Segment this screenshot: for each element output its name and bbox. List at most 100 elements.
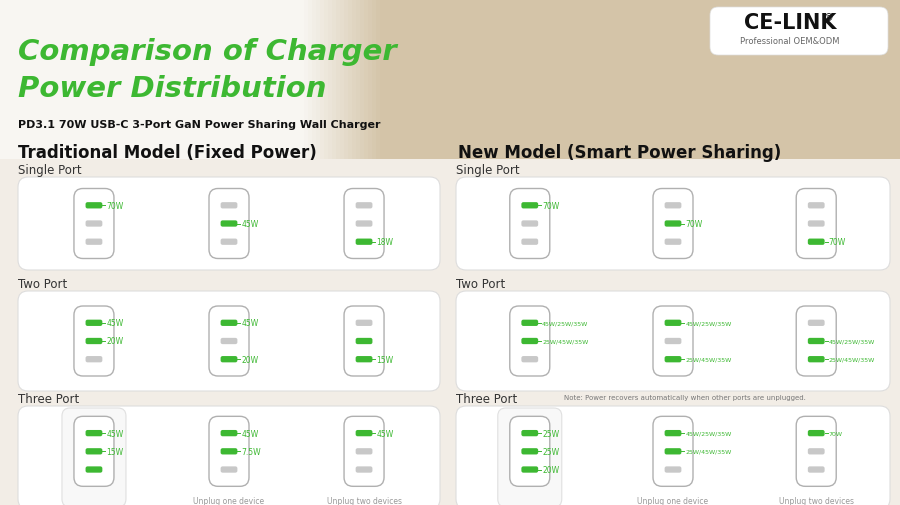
FancyBboxPatch shape	[86, 239, 103, 245]
FancyBboxPatch shape	[664, 467, 681, 473]
FancyBboxPatch shape	[86, 430, 103, 436]
FancyBboxPatch shape	[653, 307, 693, 376]
FancyBboxPatch shape	[376, 0, 380, 160]
FancyBboxPatch shape	[368, 0, 372, 160]
FancyBboxPatch shape	[320, 0, 324, 160]
FancyBboxPatch shape	[509, 307, 550, 376]
FancyBboxPatch shape	[74, 307, 114, 376]
FancyBboxPatch shape	[456, 291, 890, 391]
FancyBboxPatch shape	[664, 338, 681, 344]
FancyBboxPatch shape	[808, 221, 824, 227]
Text: 70W: 70W	[542, 201, 560, 211]
Text: 70W: 70W	[829, 238, 846, 247]
FancyBboxPatch shape	[220, 320, 238, 326]
FancyBboxPatch shape	[710, 8, 888, 56]
FancyBboxPatch shape	[509, 189, 550, 259]
FancyBboxPatch shape	[509, 417, 550, 486]
Text: Unplug two devices: Unplug two devices	[327, 496, 401, 505]
FancyBboxPatch shape	[74, 189, 114, 259]
FancyBboxPatch shape	[796, 417, 836, 486]
Text: 70W: 70W	[829, 431, 842, 436]
FancyBboxPatch shape	[808, 239, 824, 245]
FancyBboxPatch shape	[324, 0, 328, 160]
Text: New Model (Smart Power Sharing): New Model (Smart Power Sharing)	[458, 144, 781, 162]
FancyBboxPatch shape	[220, 357, 238, 363]
Text: 45W: 45W	[241, 319, 258, 328]
Text: 45W/25W/35W: 45W/25W/35W	[829, 339, 875, 344]
FancyBboxPatch shape	[62, 408, 126, 505]
FancyBboxPatch shape	[312, 0, 316, 160]
FancyBboxPatch shape	[344, 307, 384, 376]
Text: 45W: 45W	[241, 429, 258, 438]
Text: 25W/45W/35W: 25W/45W/35W	[829, 357, 875, 362]
FancyBboxPatch shape	[356, 320, 373, 326]
FancyBboxPatch shape	[360, 0, 364, 160]
FancyBboxPatch shape	[220, 203, 238, 209]
Text: 45W: 45W	[106, 319, 123, 328]
FancyBboxPatch shape	[86, 448, 103, 454]
FancyBboxPatch shape	[521, 430, 538, 436]
Text: Three Port: Three Port	[456, 392, 518, 405]
Text: 20W: 20W	[106, 337, 123, 346]
FancyBboxPatch shape	[18, 406, 440, 505]
Text: 45W/25W/35W: 45W/25W/35W	[686, 431, 732, 436]
FancyBboxPatch shape	[356, 239, 373, 245]
FancyBboxPatch shape	[344, 417, 384, 486]
FancyBboxPatch shape	[86, 357, 103, 363]
FancyBboxPatch shape	[521, 239, 538, 245]
FancyBboxPatch shape	[356, 203, 373, 209]
Text: Two Port: Two Port	[456, 277, 505, 290]
FancyBboxPatch shape	[209, 307, 249, 376]
FancyBboxPatch shape	[328, 0, 332, 160]
FancyBboxPatch shape	[664, 448, 681, 454]
FancyBboxPatch shape	[86, 221, 103, 227]
FancyBboxPatch shape	[18, 178, 440, 271]
Text: CE-LINK: CE-LINK	[743, 13, 836, 33]
Text: 15W: 15W	[106, 447, 123, 456]
FancyBboxPatch shape	[356, 0, 360, 160]
FancyBboxPatch shape	[316, 0, 320, 160]
Text: 25W/45W/35W: 25W/45W/35W	[542, 339, 589, 344]
Text: Note: Power recovers automatically when other ports are unplugged.: Note: Power recovers automatically when …	[564, 394, 806, 400]
Text: Single Port: Single Port	[456, 164, 519, 177]
Text: 25W: 25W	[542, 447, 559, 456]
FancyBboxPatch shape	[498, 408, 562, 505]
FancyBboxPatch shape	[356, 430, 373, 436]
FancyBboxPatch shape	[356, 221, 373, 227]
FancyBboxPatch shape	[364, 0, 368, 160]
FancyBboxPatch shape	[808, 320, 824, 326]
FancyBboxPatch shape	[0, 160, 900, 505]
FancyBboxPatch shape	[664, 430, 681, 436]
Text: Two Port: Two Port	[18, 277, 68, 290]
FancyBboxPatch shape	[209, 417, 249, 486]
Text: Power Distribution: Power Distribution	[18, 75, 327, 103]
FancyBboxPatch shape	[356, 357, 373, 363]
Text: Unplug two devices: Unplug two devices	[778, 496, 854, 505]
FancyBboxPatch shape	[304, 0, 308, 160]
FancyBboxPatch shape	[372, 0, 376, 160]
FancyBboxPatch shape	[521, 338, 538, 344]
FancyBboxPatch shape	[352, 0, 356, 160]
FancyBboxPatch shape	[808, 448, 824, 454]
FancyBboxPatch shape	[220, 430, 238, 436]
FancyBboxPatch shape	[220, 338, 238, 344]
FancyBboxPatch shape	[220, 467, 238, 473]
FancyBboxPatch shape	[521, 448, 538, 454]
FancyBboxPatch shape	[796, 307, 836, 376]
FancyBboxPatch shape	[664, 357, 681, 363]
FancyBboxPatch shape	[344, 0, 348, 160]
Text: 7.5W: 7.5W	[241, 447, 261, 456]
FancyBboxPatch shape	[521, 203, 538, 209]
Text: 45W/25W/35W: 45W/25W/35W	[542, 321, 589, 326]
FancyBboxPatch shape	[308, 0, 312, 160]
FancyBboxPatch shape	[209, 189, 249, 259]
FancyBboxPatch shape	[521, 320, 538, 326]
Text: PD3.1 70W USB-C 3-Port GaN Power Sharing Wall Charger: PD3.1 70W USB-C 3-Port GaN Power Sharing…	[18, 120, 381, 130]
FancyBboxPatch shape	[86, 203, 103, 209]
FancyBboxPatch shape	[808, 338, 824, 344]
FancyBboxPatch shape	[220, 448, 238, 454]
FancyBboxPatch shape	[74, 417, 114, 486]
FancyBboxPatch shape	[340, 0, 344, 160]
FancyBboxPatch shape	[370, 0, 900, 160]
Text: 25W: 25W	[542, 429, 559, 438]
